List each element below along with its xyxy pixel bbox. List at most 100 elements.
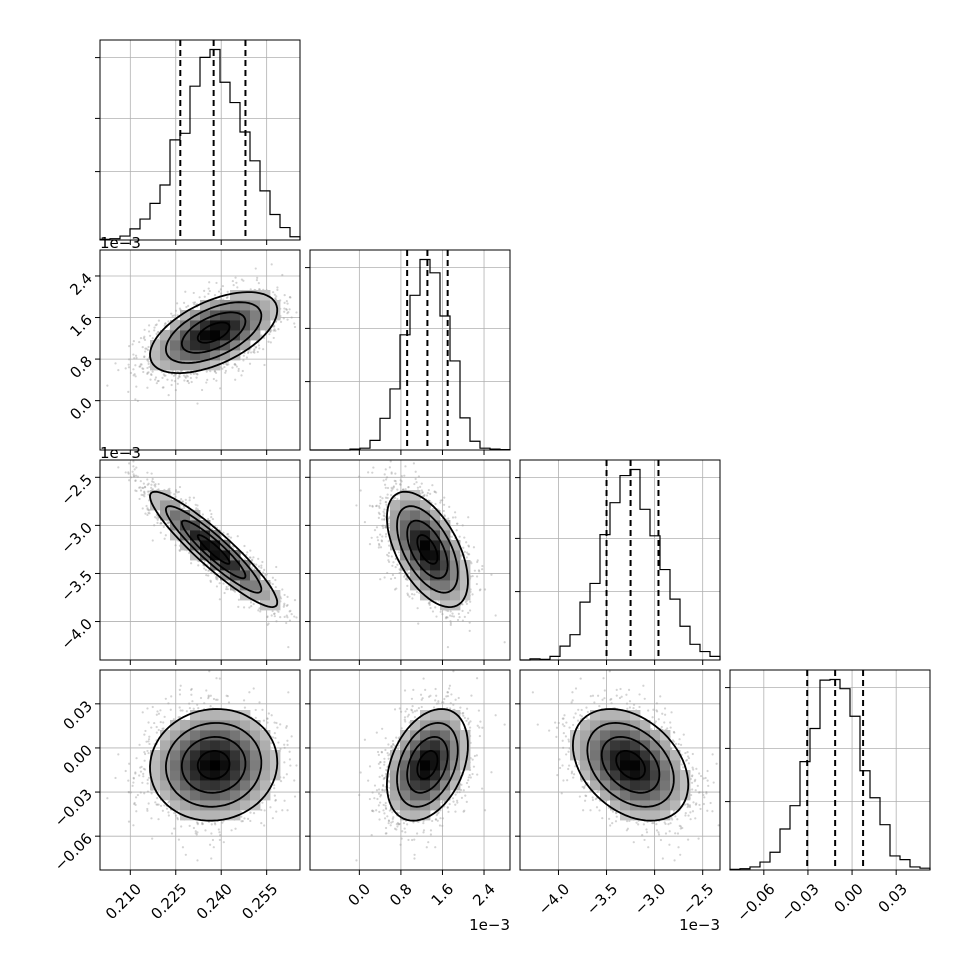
density-cell [240,340,251,351]
scatter-point [242,606,246,609]
density-cell [170,330,181,341]
scatter-point [176,314,179,317]
density-cell [170,340,181,351]
scatter-point [200,388,204,392]
scatter-point [124,471,127,474]
scatter-point [274,298,277,301]
density-cell [210,350,221,361]
scatter-point [143,492,146,496]
scatter-point [263,363,266,367]
scatter-point [155,323,158,326]
scatter-point [177,490,181,494]
scatter-point [251,558,254,561]
scatter-point [146,478,149,481]
scatter-point [142,337,145,340]
scatter-point [148,509,151,512]
scatter-point [418,591,421,594]
scatter-point [154,485,157,488]
density-cell [260,320,271,331]
scatter-point [157,319,161,322]
scatter-point [176,491,179,494]
scatter-point [143,490,146,493]
scatter-point [127,471,130,474]
scatter-point [220,292,223,295]
scatter-point [156,380,159,383]
scatter-point [240,278,244,281]
scatter-point [127,366,131,369]
scatter-point [183,506,186,509]
scatter-group [117,460,298,649]
scatter-point [307,289,309,291]
scatter-point [147,482,150,485]
density-cell [240,290,251,301]
density-cell [170,320,181,331]
scatter-point [282,605,285,608]
scatter-point [163,374,166,377]
scatter-point [269,330,272,333]
scatter-point [230,545,233,548]
scatter-point [128,345,131,348]
density-cell [180,520,191,531]
scatter-point [142,482,145,485]
panel-0-0 [95,39,301,245]
scatter-point [134,479,137,482]
scatter-point [190,562,193,565]
scatter-point [196,504,199,507]
scatter-point [208,509,212,512]
scatter-point [174,495,177,498]
scatter-point [203,567,206,570]
density-cell [180,310,191,321]
scatter-point [268,333,271,336]
scatter-point [249,288,252,291]
scatter-point [153,484,156,487]
scatter-point [134,489,137,492]
scatter-point [281,588,284,591]
density-cell [190,360,201,371]
density-cell [210,560,221,571]
scatter-point [220,298,223,301]
scatter-point [178,307,182,310]
density-cell [180,360,191,371]
scatter-point [143,491,146,494]
density-cell [260,300,271,311]
scatter-point [275,565,278,569]
scatter-point [146,348,150,352]
scatter-point [481,568,484,571]
scatter-point [285,614,288,617]
density-cell [160,510,171,521]
scatter-point [173,380,177,383]
scatter-point [144,347,147,350]
scatter-point [174,389,177,392]
density-cell [220,310,231,321]
scatter-point [185,374,188,377]
density-cell [170,350,181,361]
scatter-point [273,293,276,296]
scatter-point [211,517,215,521]
scatter-point [216,576,219,580]
scatter-point [458,616,461,619]
scatter-point [210,527,214,530]
scatter-point [133,357,136,360]
scatter-point [193,303,196,306]
scatter-point [283,307,286,310]
scatter-point [157,482,160,486]
scatter-point [460,554,463,558]
scatter-point [151,477,154,481]
scatter-group [106,263,309,405]
scatter-point [147,362,150,365]
scatter-point [132,374,135,377]
density-cell [230,290,241,301]
scatter-point [461,603,464,606]
scatter-point [203,295,206,298]
scatter-point [295,311,298,314]
scatter-point [279,320,283,323]
contour-0 [196,534,231,565]
scatter-point [265,573,268,576]
scatter-point [147,490,151,493]
scatter-point [274,578,277,582]
panel-frame [99,249,301,451]
scatter-point [192,291,195,295]
scatter-point [449,610,452,613]
scatter-point [134,398,137,401]
scatter-point [260,564,263,567]
